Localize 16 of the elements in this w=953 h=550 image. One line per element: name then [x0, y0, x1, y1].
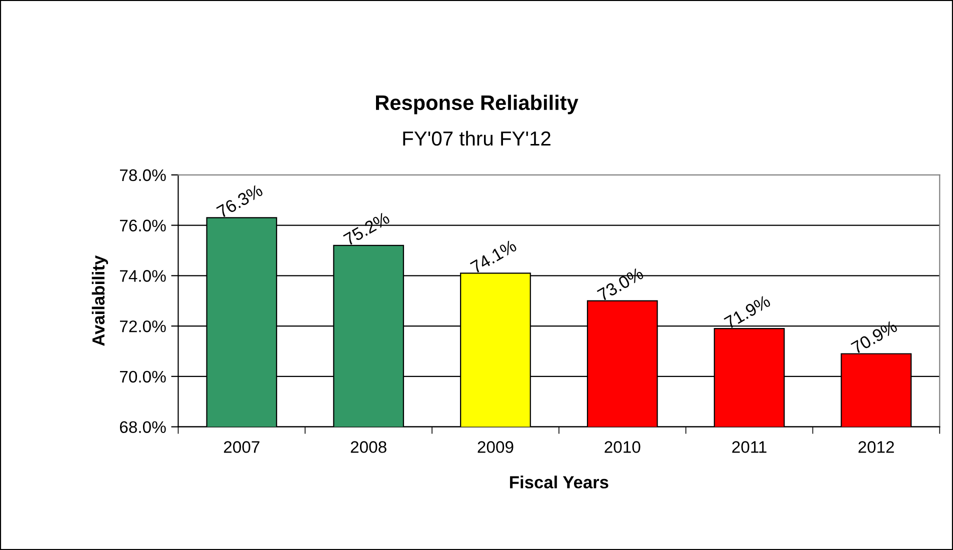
x-tick-label: 2008 — [350, 441, 386, 453]
x-tick-label: 2007 — [224, 441, 260, 453]
x-tick-label: 2011 — [732, 441, 766, 453]
y-tick-label: 70.0% — [120, 370, 166, 383]
y-tick-label: 72.0% — [120, 320, 166, 332]
x-tick-label: 2009 — [478, 441, 514, 453]
x-tick-label: 2010 — [604, 441, 640, 453]
y-tick-label: 68.0% — [120, 421, 166, 434]
x-axis-title: Fiscal Years — [510, 476, 608, 488]
y-axis-title: Availability — [92, 255, 108, 346]
y-tick-label: 76.0% — [120, 220, 166, 232]
chart-title: Response Reliability — [376, 94, 578, 114]
chart-subtitle: FY'07 thru FY'12 — [403, 130, 550, 146]
y-tick-label: 78.0% — [120, 169, 166, 182]
y-tick-label: 74.0% — [120, 270, 166, 282]
x-tick-label: 2012 — [858, 441, 894, 453]
